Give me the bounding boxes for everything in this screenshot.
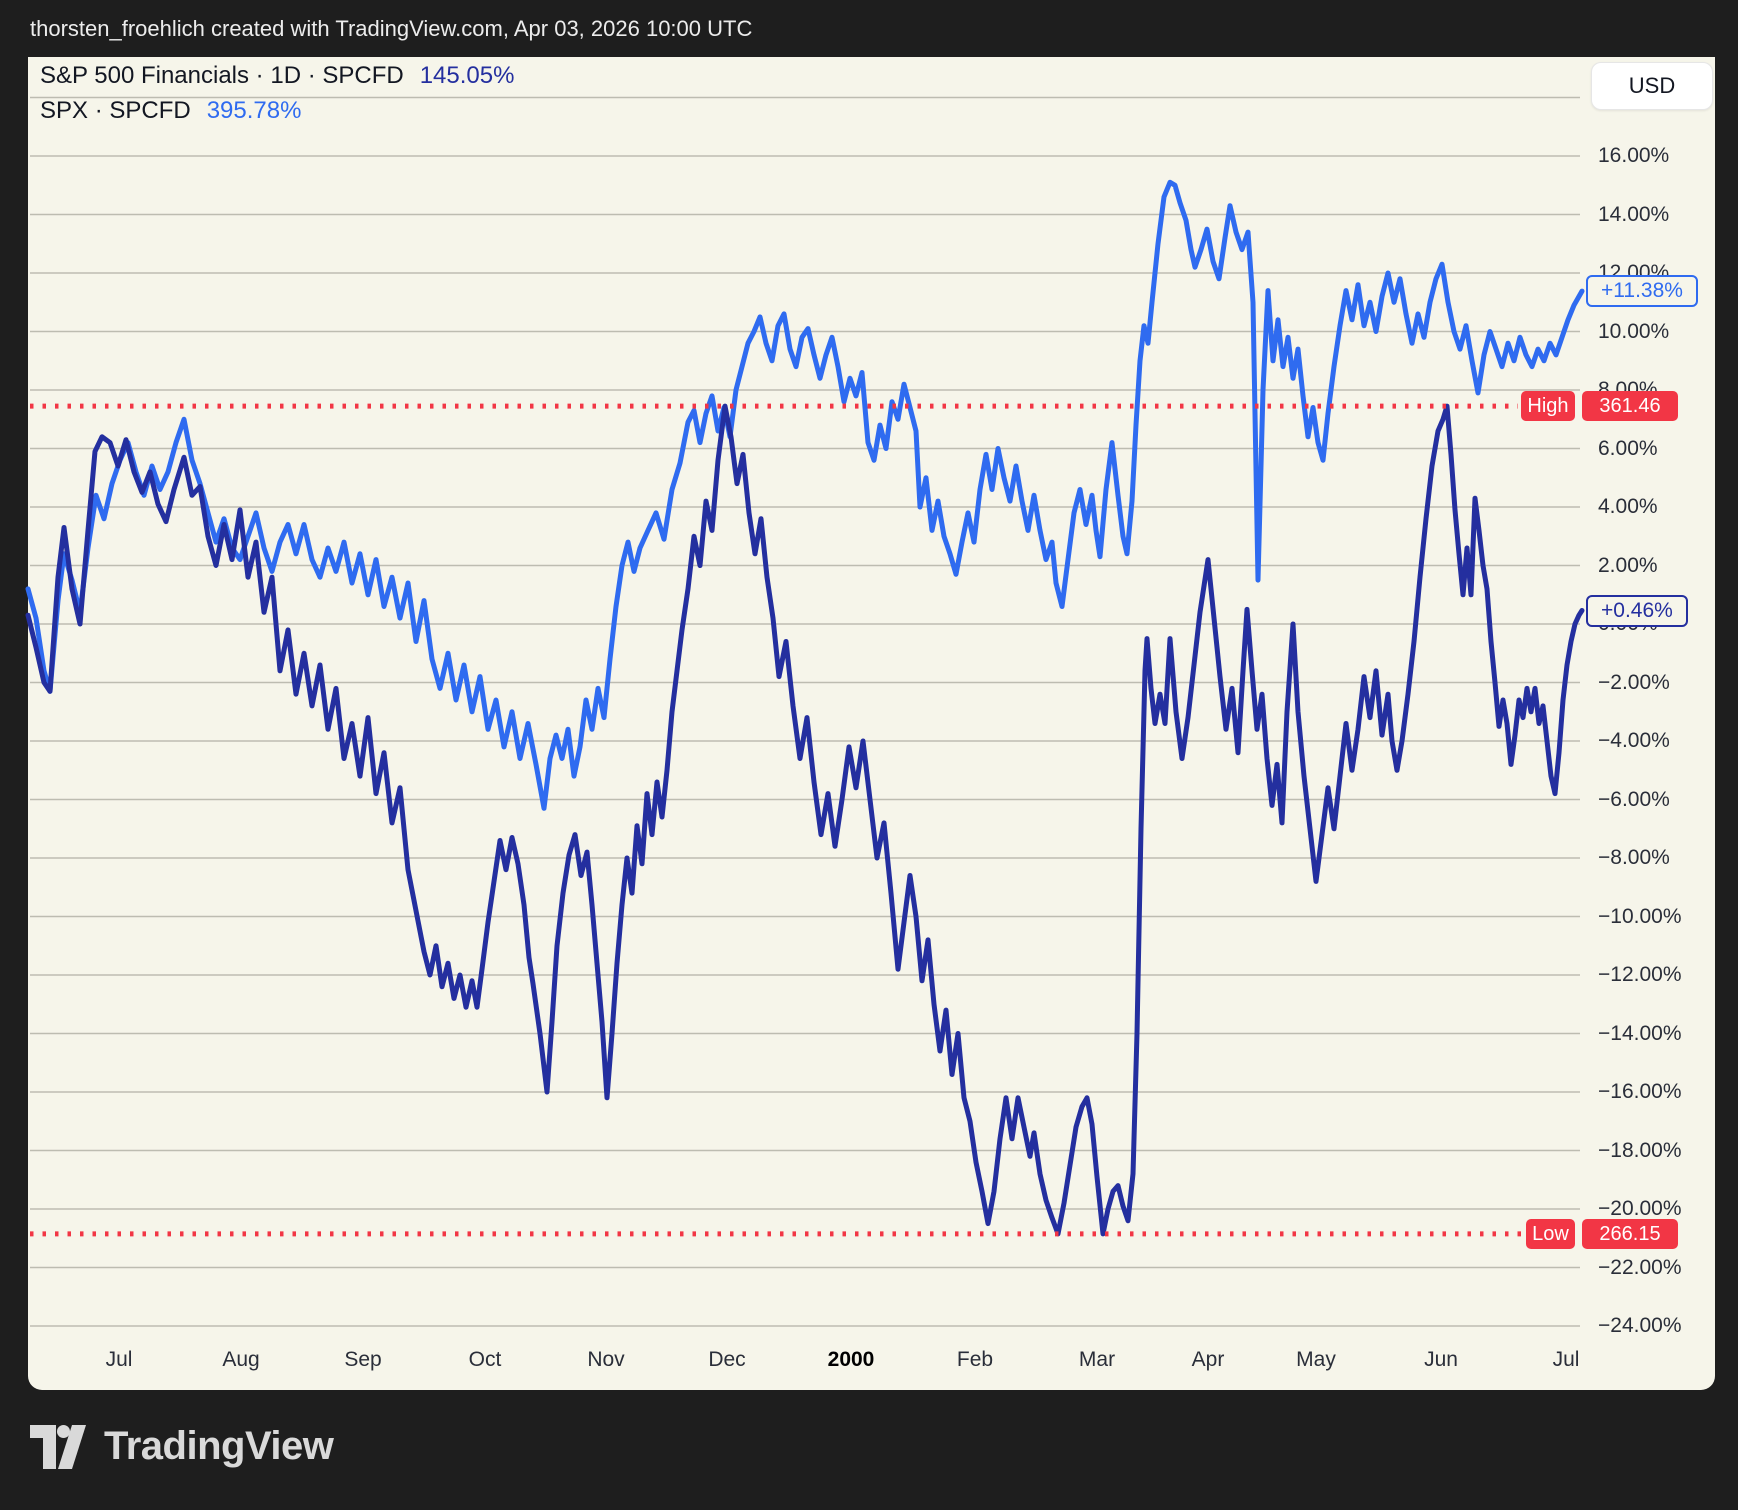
currency-usd-button[interactable]: USD [1591,62,1713,110]
attribution-bar: thorsten_froehlich created with TradingV… [0,0,1738,57]
spx-last-price-badge: +11.38% [1586,275,1698,308]
x-axis-tick-label: Oct [468,1348,502,1371]
y-axis-tick-label: 4.00% [1598,495,1658,518]
series-line-financials [25,403,1585,1237]
x-axis-tick-label: Nov [587,1348,625,1371]
high-label-chip: High [1521,391,1575,422]
tradingview-logo-icon [30,1424,86,1469]
x-axis-tick-label: Feb [956,1348,994,1371]
legend-value-spx: 395.78% [206,97,302,124]
tradingview-wordmark: TradingView [104,1424,334,1468]
y-axis-tick-label: −16.00% [1598,1080,1682,1103]
legend-value-financials: 145.05% [419,62,515,89]
attribution-text: thorsten_froehlich created with TradingV… [30,16,753,41]
x-axis-tick-label: Sep [344,1348,382,1371]
y-axis-tick-label: −8.00% [1598,846,1670,869]
x-axis-tick-label: Jul [1552,1348,1580,1371]
chart-legend: S&P 500 Financials · 1D · SPCFD 145.05% … [40,62,514,132]
low-value-chip: 266.15 [1582,1218,1678,1249]
y-axis-tick-label: −24.00% [1598,1314,1682,1337]
x-axis-tick-label: Mar [1078,1348,1116,1371]
legend-row-spx[interactable]: SPX · SPCFD 395.78% [40,97,514,125]
x-axis-tick-label: 2000 [827,1348,875,1371]
legend-title-spx: SPX · SPCFD [40,97,191,124]
y-axis-tick-label: 10.00% [1598,319,1670,343]
financials-last-price-badge: +0.46% [1586,594,1688,627]
y-axis-tick-label: −4.00% [1598,729,1670,752]
low-label-chip: Low [1526,1218,1575,1249]
x-axis-tick-label: Jun [1424,1348,1458,1371]
y-axis-tick-label: −22.00% [1598,1255,1682,1279]
x-axis-tick-label: Aug [222,1348,260,1371]
y-axis-tick-label: −12.00% [1598,963,1682,986]
legend-row-financials[interactable]: S&P 500 Financials · 1D · SPCFD 145.05% [40,62,514,90]
tradingview-footer-logo[interactable]: TradingView [30,1424,334,1469]
legend-title-financials: S&P 500 Financials · 1D · SPCFD [40,62,404,89]
y-axis-tick-label: −18.00% [1598,1138,1682,1162]
x-axis-tick-label: May [1296,1348,1336,1371]
high-value-chip: 361.46 [1582,391,1678,422]
y-axis-tick-label: −14.00% [1598,1021,1682,1045]
x-axis-tick-label: Jul [105,1348,133,1371]
y-axis-tick-label: −2.00% [1598,670,1670,694]
series-line-spx [25,179,1585,811]
y-axis-tick-label: −20.00% [1598,1197,1682,1220]
y-axis-tick-label: 16.00% [1598,144,1670,167]
y-axis-tick-label: 2.00% [1598,553,1658,577]
y-axis-tick-label: −6.00% [1598,787,1670,811]
y-axis-tick-label: 6.00% [1598,436,1658,460]
x-axis-tick-label: Apr [1191,1348,1225,1371]
x-axis-tick-label: Dec [708,1348,746,1371]
y-axis-tick-label: 14.00% [1598,202,1670,226]
y-axis-tick-label: −10.00% [1598,904,1682,928]
